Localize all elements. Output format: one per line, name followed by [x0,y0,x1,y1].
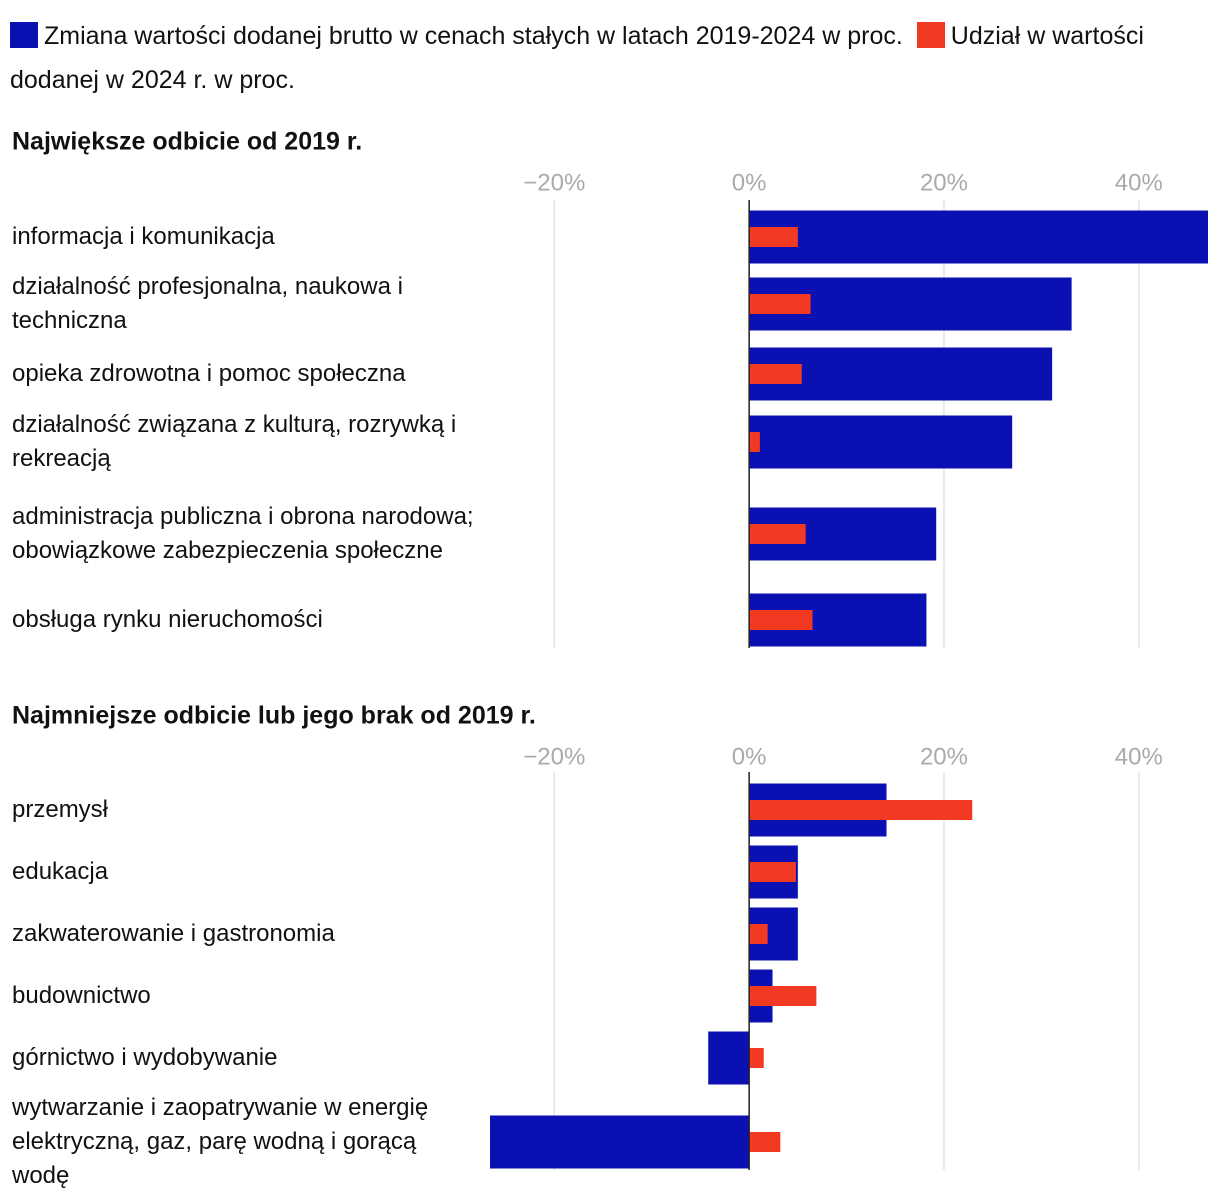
bar [749,924,768,944]
bar [749,800,973,820]
category-label: administracja publiczna i obrona narodow… [12,503,474,564]
x-tick-label: 40% [1115,743,1163,770]
bar [749,294,811,314]
category-label: edukacja [12,858,109,885]
bar [749,862,796,882]
bar [749,227,798,247]
x-tick-label: 20% [920,743,968,770]
x-tick-label: 0% [732,169,767,196]
bar [749,986,817,1006]
category-label: przemysł [12,796,109,823]
panel-title: Największe odbicie od 2019 r. [12,127,363,156]
panel-title: Najmniejsze odbicie lub jego brak od 201… [12,701,536,730]
category-label: obsługa rynku nieruchomości [12,606,323,633]
legend-swatch [10,22,38,48]
legend: Zmiana wartości dodanej brutto w cenach … [10,14,1210,102]
legend-swatch [916,22,945,48]
category-label: opieka zdrowotna i pomoc społeczna [12,360,406,387]
category-label: działalność związana z kulturą, rozrywką… [12,411,457,472]
bar [749,364,802,384]
bar [749,210,1208,264]
bar [749,524,806,544]
legend-label: Udział w wartości dodanej w 2024 r. w pr… [10,22,1144,94]
category-label: budownictwo [12,982,151,1009]
legend-item: Zmiana wartości dodanej brutto w cenach … [10,22,903,50]
x-tick-label: 0% [732,743,767,770]
legend-label: Zmiana wartości dodanej brutto w cenach … [44,22,903,50]
legend-item: Udział w wartości dodanej w 2024 r. w pr… [10,22,1144,94]
x-tick-label: 40% [1115,169,1163,196]
category-label: wytwarzanie i zaopatrywanie w energię el… [12,1094,429,1189]
category-label: górnictwo i wydobywanie [12,1044,278,1071]
bar [749,415,1013,469]
x-tick-label: 20% [920,169,968,196]
bar [749,610,813,630]
x-tick-label: −20% [523,743,585,770]
bar [749,1132,781,1152]
bar [490,1115,750,1169]
x-tick-label: −20% [523,169,585,196]
bar [749,1048,764,1068]
bar [749,432,760,452]
category-label: zakwaterowanie i gastronomia [12,920,335,947]
category-label: informacja i komunikacja [12,223,275,250]
category-label: działalność profesjonalna, naukowa i tec… [12,273,403,334]
bar [708,1031,750,1085]
